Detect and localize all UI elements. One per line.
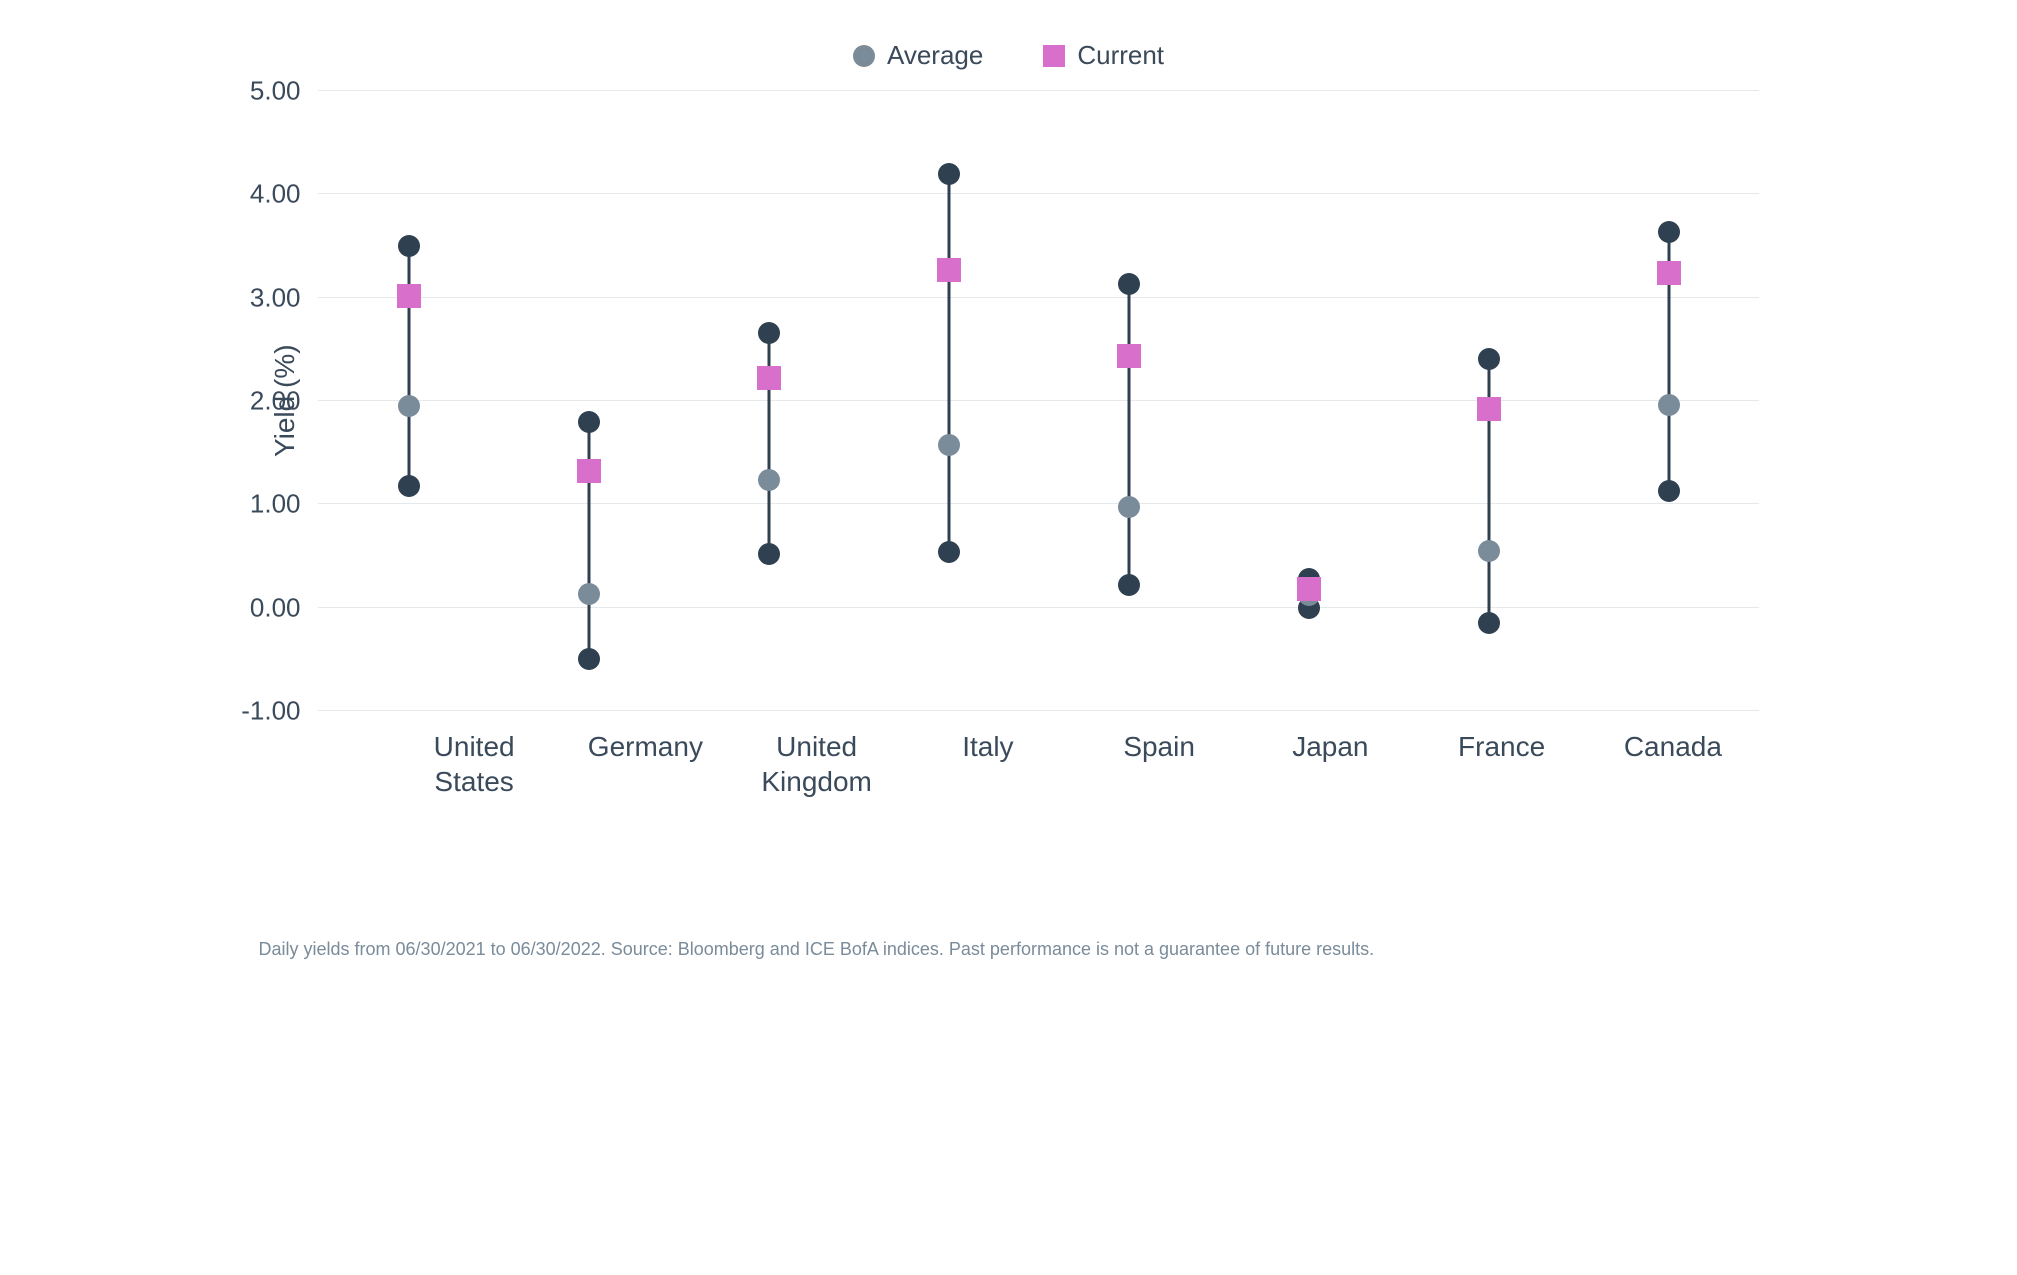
current-point-icon (1657, 261, 1681, 285)
average-point-icon (758, 469, 780, 491)
low-endpoint-icon (1118, 574, 1140, 596)
high-endpoint-icon (1478, 348, 1500, 370)
current-point-icon (397, 284, 421, 308)
data-column (768, 91, 770, 711)
x-tick-label: Japan (1245, 729, 1416, 799)
legend-label-current: Current (1077, 40, 1164, 71)
y-tick-label: -1.00 (241, 696, 300, 727)
current-point-icon (1477, 397, 1501, 421)
x-axis-labels: UnitedStatesGermanyUnitedKingdomItalySpa… (389, 729, 1759, 799)
gridline (318, 503, 1759, 504)
low-endpoint-icon (1478, 612, 1500, 634)
high-endpoint-icon (1658, 221, 1680, 243)
x-tick-label: UnitedKingdom (731, 729, 902, 799)
average-point-icon (398, 395, 420, 417)
low-endpoint-icon (758, 543, 780, 565)
data-column (408, 91, 410, 711)
legend-item-current: Current (1043, 40, 1164, 71)
average-point-icon (1478, 540, 1500, 562)
high-endpoint-icon (398, 235, 420, 257)
range-line (587, 422, 590, 660)
high-endpoint-icon (1118, 273, 1140, 295)
average-point-icon (1658, 394, 1680, 416)
x-tick-label: Canada (1587, 729, 1758, 799)
y-tick-label: 0.00 (250, 592, 301, 623)
current-point-icon (1297, 577, 1321, 601)
data-column (1488, 91, 1490, 711)
average-point-icon (578, 583, 600, 605)
average-point-icon (938, 434, 960, 456)
x-tick-label: Germany (560, 729, 731, 799)
y-tick-label: 4.00 (250, 179, 301, 210)
gridline (318, 297, 1759, 298)
high-endpoint-icon (758, 322, 780, 344)
gridline (318, 90, 1759, 91)
range-line (947, 174, 950, 552)
average-marker-icon (853, 45, 875, 67)
y-tick-label: 5.00 (250, 76, 301, 107)
gridline (318, 607, 1759, 608)
x-tick-label: Spain (1074, 729, 1245, 799)
range-line (1128, 284, 1131, 585)
y-tick-label: 3.00 (250, 282, 301, 313)
current-marker-icon (1043, 45, 1065, 67)
x-tick-label: Italy (902, 729, 1073, 799)
current-point-icon (1117, 344, 1141, 368)
x-tick-label: France (1416, 729, 1587, 799)
gridline (318, 400, 1759, 401)
y-tick-label: 1.00 (250, 489, 301, 520)
x-tick-label: UnitedStates (389, 729, 560, 799)
current-point-icon (757, 366, 781, 390)
range-line (407, 246, 410, 486)
y-axis-ticks: 5.004.003.002.001.000.00-1.00 (301, 91, 317, 711)
low-endpoint-icon (1658, 480, 1680, 502)
gridline (318, 710, 1759, 711)
data-column (1668, 91, 1670, 711)
data-column (1128, 91, 1130, 711)
y-tick-label: 2.00 (250, 386, 301, 417)
gridline (318, 193, 1759, 194)
legend-label-average: Average (887, 40, 983, 71)
high-endpoint-icon (578, 411, 600, 433)
plot-area (317, 91, 1759, 711)
low-endpoint-icon (938, 541, 960, 563)
low-endpoint-icon (398, 475, 420, 497)
current-point-icon (577, 459, 601, 483)
high-endpoint-icon (938, 163, 960, 185)
data-column (588, 91, 590, 711)
data-column (948, 91, 950, 711)
data-column (1308, 91, 1310, 711)
low-endpoint-icon (578, 648, 600, 670)
average-point-icon (1118, 496, 1140, 518)
legend: Average Current (259, 40, 1759, 71)
current-point-icon (937, 258, 961, 282)
legend-item-average: Average (853, 40, 983, 71)
chart-footnote: Daily yields from 06/30/2021 to 06/30/20… (259, 939, 1759, 960)
yield-range-chart: Average Current Yield (%) 5.004.003.002.… (259, 40, 1759, 960)
